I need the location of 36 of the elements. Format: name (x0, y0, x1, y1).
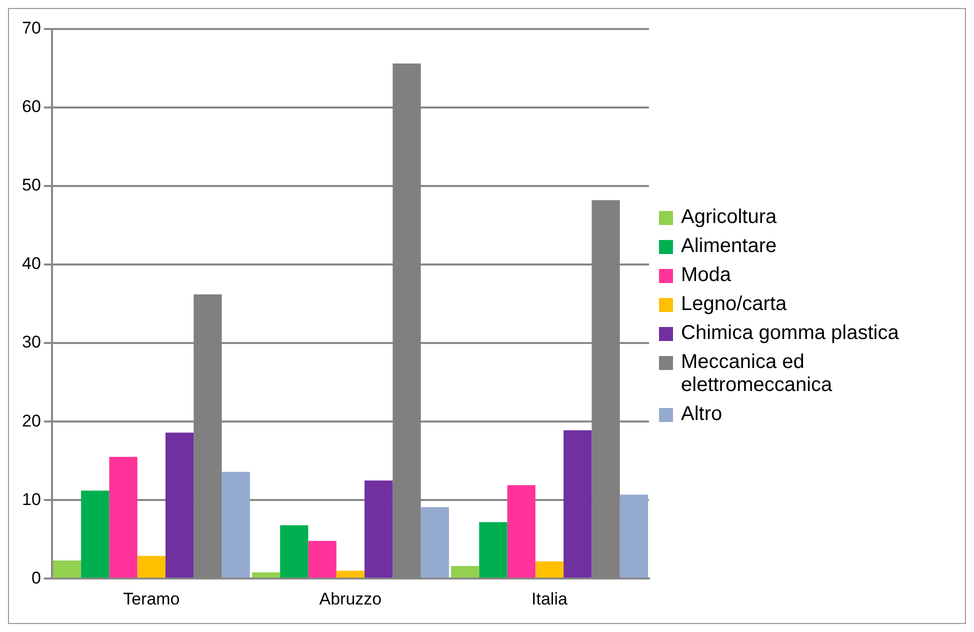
y-tick-label: 60 (22, 97, 41, 116)
legend-label: Moda (681, 264, 732, 287)
x-tick-label: Teramo (123, 589, 180, 608)
x-tick-label: Abruzzo (319, 589, 382, 608)
y-tick-label: 70 (22, 18, 41, 38)
legend-label: Agricoltura (681, 206, 778, 229)
y-tick-label: 50 (22, 176, 41, 195)
bar (479, 522, 508, 578)
bar (364, 480, 393, 578)
bar (507, 485, 536, 578)
bar (308, 540, 336, 578)
bar (222, 472, 250, 578)
bar (81, 490, 110, 578)
bar (535, 561, 564, 578)
bar (450, 566, 480, 578)
legend-label: Altro (681, 403, 724, 426)
bar (252, 572, 280, 578)
legend-label: Chimica gomma plastica (681, 322, 900, 345)
y-tick-label: 0 (31, 568, 41, 588)
bar (420, 507, 449, 578)
bar (280, 525, 308, 578)
y-tick-label: 20 (22, 411, 41, 430)
bar (52, 560, 82, 578)
bar (109, 456, 138, 578)
y-tick-label: 10 (22, 490, 41, 509)
bar (336, 570, 365, 578)
bar (564, 430, 592, 578)
bar (620, 494, 648, 578)
x-tick-label: Italia (532, 589, 568, 608)
legend-label: Meccanica ed elettromeccanica (681, 351, 834, 397)
legend-label: Alimentare (681, 235, 778, 258)
y-tick-label: 40 (22, 254, 41, 274)
bar (166, 432, 194, 578)
bar (137, 556, 166, 578)
y-tick-label: 30 (22, 332, 41, 352)
legend-label: Legno/carta (681, 293, 788, 316)
